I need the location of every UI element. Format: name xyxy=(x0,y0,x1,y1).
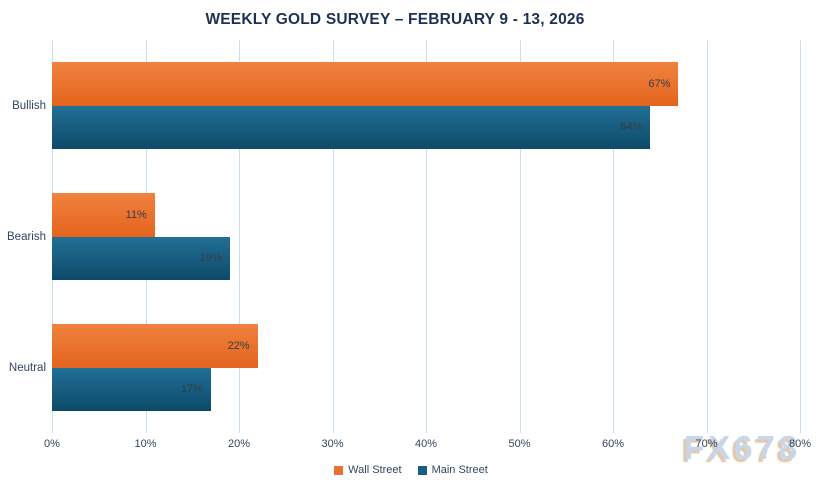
xtick-label-70: 70% xyxy=(695,438,718,450)
gridline-60 xyxy=(613,40,614,433)
bar-neutral-main-street: 17% xyxy=(52,367,211,411)
xtick-label-50: 50% xyxy=(508,438,531,450)
data-label: 64% xyxy=(620,121,643,134)
data-label: 67% xyxy=(648,77,671,90)
plot-area: 67% 64% 11% 19% 22% 17% xyxy=(52,40,801,433)
bar-bullish-main-street: 64% xyxy=(52,105,651,149)
xtick-label-80: 80% xyxy=(788,438,812,450)
xtick-label-10: 10% xyxy=(134,438,157,450)
data-label: 17% xyxy=(180,383,203,396)
legend-swatch-icon xyxy=(417,465,427,475)
xtick-label-40: 40% xyxy=(414,438,438,450)
data-label: 19% xyxy=(199,252,222,265)
category-label-bearish: Bearish xyxy=(7,230,46,243)
gridline-30 xyxy=(332,40,334,433)
gridline-20 xyxy=(239,40,240,433)
gridline-70 xyxy=(706,40,708,433)
gridline-40 xyxy=(426,40,427,433)
chart-title: WEEKLY GOLD SURVEY – FEBRUARY 9 - 13, 20… xyxy=(205,11,585,28)
bar-neutral-wall-street: 22% xyxy=(52,324,258,368)
data-label: 22% xyxy=(227,339,250,352)
bar-bearish-main-street: 19% xyxy=(52,236,230,280)
category-label-neutral: Neutral xyxy=(8,361,46,374)
legend-label: Main Street xyxy=(431,464,488,476)
data-label: 11% xyxy=(125,208,147,221)
gridline-50 xyxy=(519,40,521,433)
category-label-bullish: Bullish xyxy=(12,99,46,112)
legend-item-wall-street: Wall Street xyxy=(334,464,402,476)
xtick-label-20: 20% xyxy=(227,438,251,450)
legend-swatch-icon xyxy=(334,465,344,475)
legend-label: Wall Street xyxy=(348,464,402,476)
bar-bearish-wall-street: 11% xyxy=(52,193,155,237)
xtick-label-30: 30% xyxy=(321,438,344,450)
xtick-label-0: 0% xyxy=(44,438,60,450)
legend: Wall Street Main Street xyxy=(0,464,822,476)
legend-item-main-street: Main Street xyxy=(417,464,488,476)
xtick-label-60: 60% xyxy=(601,438,625,450)
bar-bullish-wall-street: 67% xyxy=(52,62,679,106)
gridline-80 xyxy=(800,40,801,433)
